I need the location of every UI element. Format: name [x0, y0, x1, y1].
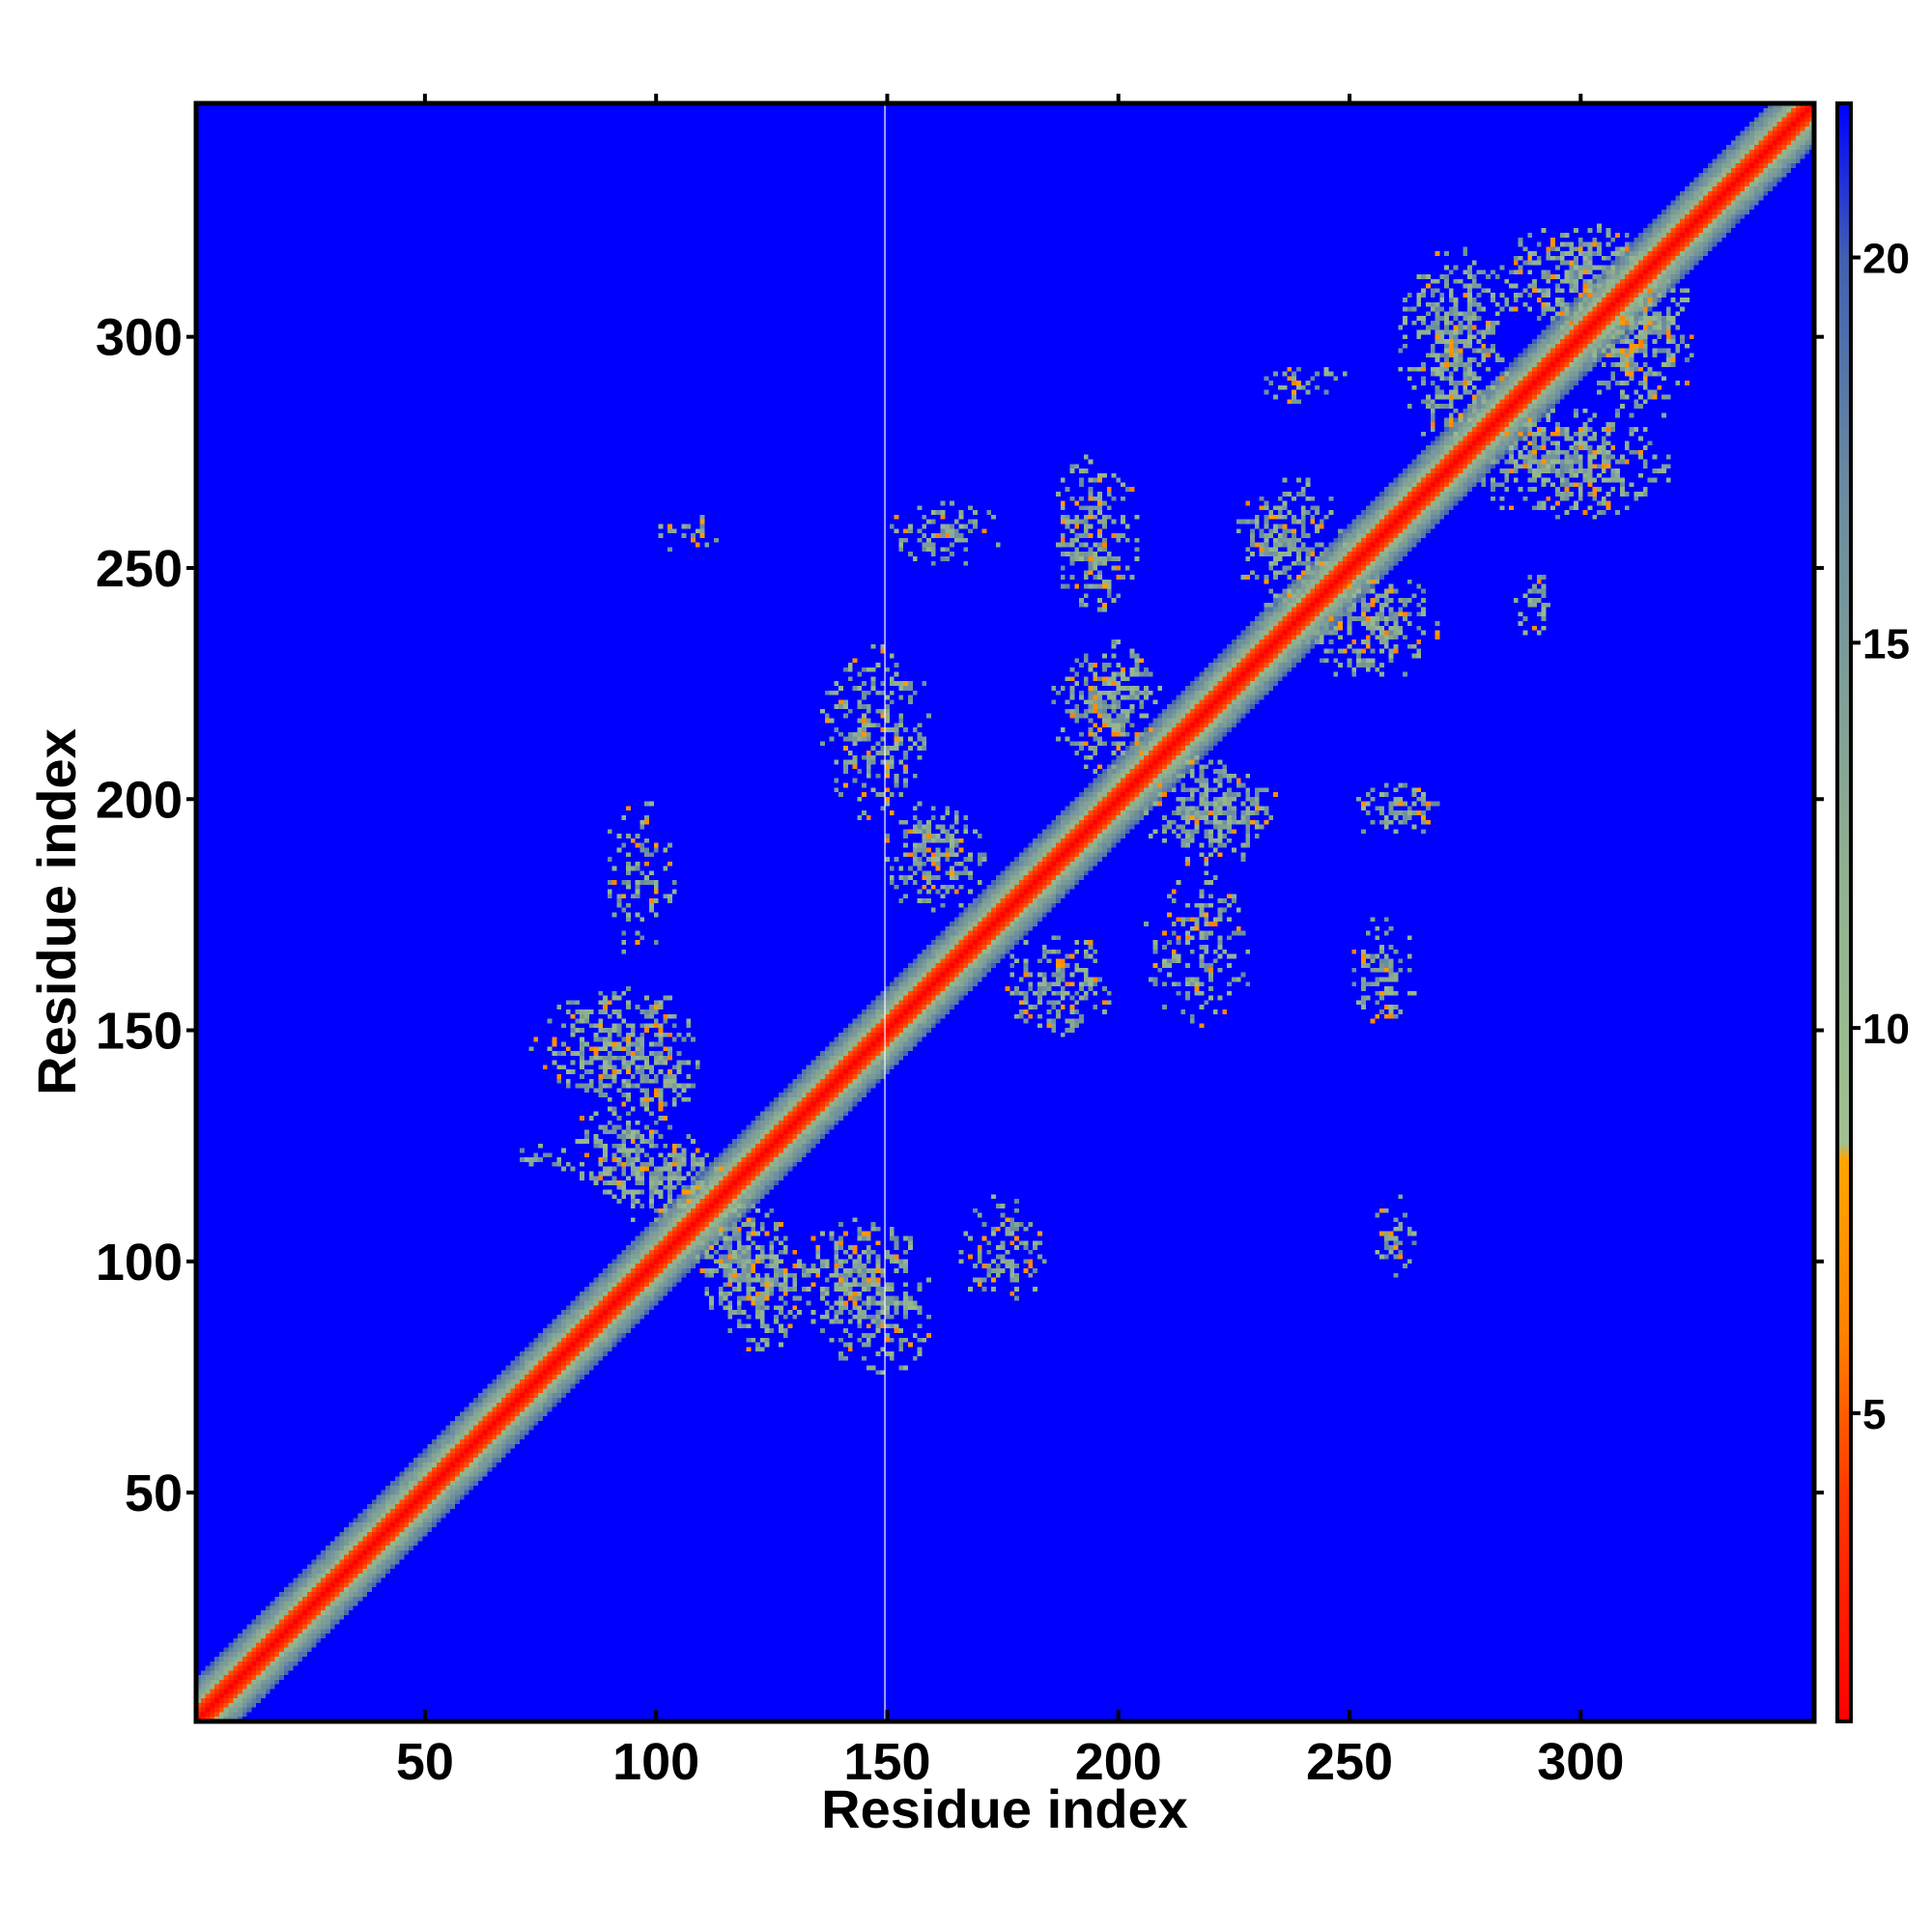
y-tick-label: 300 — [96, 309, 183, 367]
y-tick-label: 150 — [96, 1003, 183, 1061]
colorbar-tick-label: 5 — [1862, 1391, 1886, 1438]
x-tick-label: 100 — [612, 1733, 699, 1791]
y-axis-title: Residue index — [26, 728, 87, 1095]
heatmap-cells — [196, 103, 1814, 1721]
colorbar-tick-label: 20 — [1862, 236, 1910, 283]
colorbar-tick-label: 10 — [1862, 1006, 1910, 1053]
y-tick-label: 100 — [96, 1234, 183, 1292]
x-tick-label: 250 — [1306, 1733, 1393, 1791]
y-axis: 50 100 150 200 250 300 — [96, 309, 1824, 1522]
colorbar — [1835, 101, 1853, 1723]
plot-frame — [193, 100, 1817, 1724]
y-tick-label: 200 — [96, 771, 183, 829]
x-axis-title: Residue index — [821, 1778, 1188, 1839]
x-tick-label: 150 — [843, 1733, 930, 1791]
x-axis: 50 100 150 200 250 300 — [396, 94, 1624, 1791]
y-tick-label: 250 — [96, 540, 183, 598]
y-tick-label: 50 — [125, 1464, 183, 1522]
colorbar-axis: 5 10 15 20 — [1851, 236, 1910, 1438]
x-tick-label: 200 — [1075, 1733, 1162, 1791]
x-tick-label: 50 — [396, 1733, 454, 1791]
x-tick-label: 300 — [1537, 1733, 1624, 1791]
colorbar-tick-label: 15 — [1862, 620, 1910, 668]
